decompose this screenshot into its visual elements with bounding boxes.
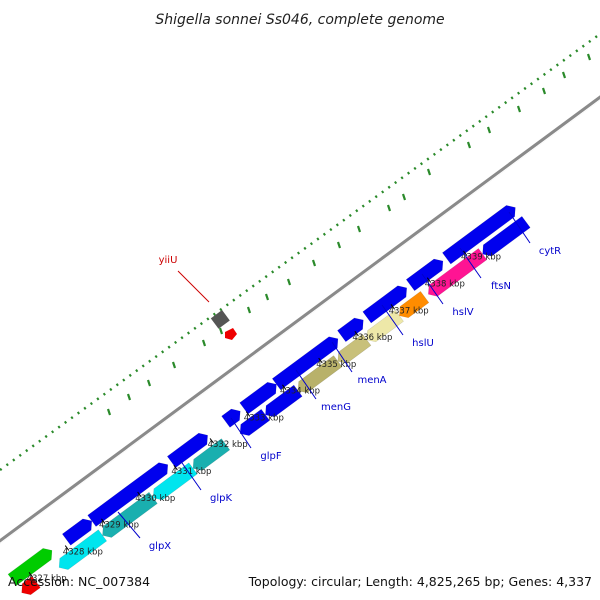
tick-label: 4337 kbp [389, 306, 429, 316]
gc-peak-mark [518, 106, 520, 112]
gene-label: glpK [210, 493, 232, 504]
accession-label: Accession: NC_007384 [8, 574, 150, 589]
gene-label: hslU [412, 338, 434, 349]
gene-label: cytR [539, 246, 561, 257]
gc-peak-mark [488, 127, 490, 133]
gc-peak-mark [388, 205, 390, 211]
gc-peak-mark [543, 88, 545, 94]
gene-label-leader [178, 271, 209, 302]
gc-peak-mark [338, 242, 340, 248]
gc-peak-mark [108, 409, 110, 415]
yiiU-block [211, 310, 230, 329]
tick-label: 4330 kbp [135, 494, 175, 504]
map-title: Shigella sonnei Ss046, complete genome [155, 12, 444, 28]
tick-label: 4335 kbp [316, 360, 356, 370]
tick-label: 4334 kbp [280, 387, 320, 397]
gc-peak-mark [428, 169, 430, 175]
gene-label: glpF [260, 451, 281, 462]
tick-label: 4338 kbp [425, 279, 465, 289]
gene-label: glpX [149, 541, 171, 552]
gene-label: menG [321, 402, 351, 413]
gc-peak-mark [173, 362, 175, 368]
gc-peak-mark [468, 142, 470, 148]
genome-backbone-inner [0, 85, 600, 547]
gc-peak-mark [403, 194, 405, 200]
genome-backbone [0, 83, 600, 545]
tick-label: 4333 kbp [244, 413, 284, 423]
gene-label: menA [357, 375, 386, 386]
gc-peak-mark [588, 54, 590, 60]
genome-stats-label: Topology: circular; Length: 4,825,265 bp… [248, 574, 592, 589]
gc-peak-mark [266, 294, 268, 300]
gc-peak-mark [313, 260, 315, 266]
gc-peak-mark [148, 380, 150, 386]
gc-peak-mark [563, 72, 565, 78]
gene-label: yiiU [159, 255, 178, 266]
gc-peak-mark [358, 226, 360, 232]
gene-label-track: yiiU glpX glpK glpF menG menA hslU hslV ftsN cytR [118, 212, 561, 552]
gc-peak-mark [203, 340, 205, 346]
gene-label: ftsN [491, 281, 511, 292]
yiiU-arrow [225, 328, 237, 340]
gc-peak-mark [248, 307, 250, 313]
gc-content-track [0, 34, 600, 470]
gene-label: hslV [452, 307, 473, 318]
tick-label: 4328 kbp [63, 547, 103, 557]
gc-peak-mark [288, 279, 290, 285]
feature-track [8, 202, 530, 598]
gc-peak-mark [220, 328, 222, 334]
tick-label: 4332 kbp [208, 440, 248, 450]
gc-peak-mark [128, 394, 130, 400]
tick-label: 4336 kbp [352, 333, 392, 343]
